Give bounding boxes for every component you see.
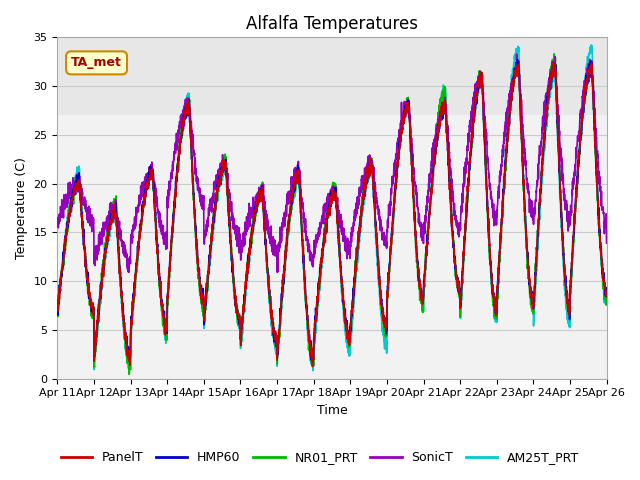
NR01_PRT [592, 166, 600, 171]
AM25T_PRT [588, 42, 595, 48]
Line: AM25T_PRT: AM25T_PRT [58, 45, 607, 371]
AM25T_PRT [592, 161, 600, 167]
NR01_PRT [54, 304, 61, 310]
AM25T_PRT [54, 308, 61, 313]
NR01_PRT [125, 372, 133, 377]
PanelT [592, 160, 600, 166]
PanelT [550, 60, 557, 66]
SonicT [513, 51, 520, 57]
Legend: PanelT, HMP60, NR01_PRT, SonicT, AM25T_PRT: PanelT, HMP60, NR01_PRT, SonicT, AM25T_P… [56, 446, 584, 469]
NR01_PRT [603, 298, 611, 303]
AM25T_PRT [149, 173, 157, 179]
PanelT [533, 253, 541, 259]
Line: HMP60: HMP60 [58, 60, 607, 362]
Bar [58, 37, 607, 115]
SonicT [264, 220, 272, 226]
SonicT [288, 174, 296, 180]
PanelT [116, 273, 124, 279]
Line: PanelT: PanelT [58, 63, 607, 367]
PanelT [603, 292, 611, 298]
PanelT [288, 194, 296, 200]
AM25T_PRT [603, 297, 611, 302]
X-axis label: Time: Time [317, 404, 348, 417]
NR01_PRT [264, 276, 272, 282]
PanelT [54, 302, 61, 308]
AM25T_PRT [264, 276, 272, 282]
HMP60 [592, 165, 600, 171]
HMP60 [54, 310, 61, 315]
HMP60 [309, 360, 317, 365]
HMP60 [514, 57, 522, 62]
SonicT [533, 182, 541, 188]
HMP60 [603, 286, 611, 292]
HMP60 [148, 168, 156, 174]
NR01_PRT [116, 265, 124, 271]
NR01_PRT [533, 249, 541, 255]
SonicT [54, 219, 61, 225]
Y-axis label: Temperature (C): Temperature (C) [15, 157, 28, 259]
Line: SonicT: SonicT [58, 54, 607, 272]
AM25T_PRT [125, 368, 133, 374]
PanelT [264, 274, 272, 280]
PanelT [308, 364, 316, 370]
HMP60 [288, 195, 296, 201]
HMP60 [533, 247, 541, 253]
Line: NR01_PRT: NR01_PRT [58, 54, 607, 374]
SonicT [592, 126, 600, 132]
SonicT [603, 240, 611, 246]
SonicT [116, 232, 124, 238]
Title: Alfalfa Temperatures: Alfalfa Temperatures [246, 15, 418, 33]
SonicT [125, 269, 133, 275]
PanelT [148, 167, 156, 172]
Text: TA_met: TA_met [71, 56, 122, 69]
AM25T_PRT [116, 276, 124, 282]
HMP60 [264, 276, 272, 281]
NR01_PRT [550, 51, 558, 57]
SonicT [149, 174, 157, 180]
AM25T_PRT [533, 260, 541, 265]
NR01_PRT [288, 195, 296, 201]
NR01_PRT [149, 170, 157, 176]
AM25T_PRT [288, 204, 296, 210]
HMP60 [116, 267, 124, 273]
